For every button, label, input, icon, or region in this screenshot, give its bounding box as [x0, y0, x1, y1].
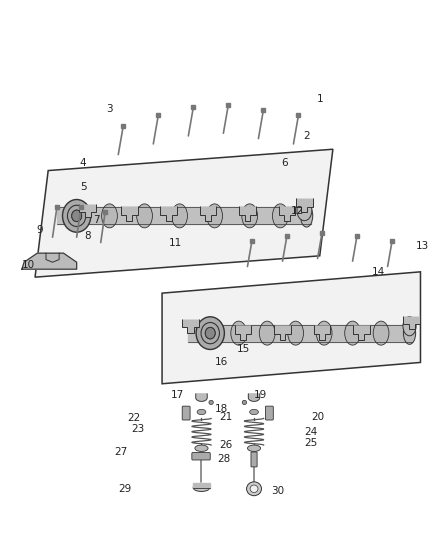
Ellipse shape [247, 482, 261, 496]
Ellipse shape [196, 317, 224, 350]
Text: 11: 11 [169, 238, 182, 247]
Text: 12: 12 [291, 206, 304, 215]
Text: 9: 9 [36, 225, 43, 235]
Text: 17: 17 [171, 391, 184, 400]
Polygon shape [121, 206, 138, 221]
Text: 30: 30 [272, 487, 285, 496]
Ellipse shape [197, 409, 206, 415]
Text: 10: 10 [22, 261, 35, 270]
Ellipse shape [316, 321, 332, 345]
Ellipse shape [373, 321, 389, 345]
Polygon shape [353, 325, 370, 340]
Polygon shape [196, 394, 207, 401]
Text: 7: 7 [93, 215, 100, 224]
Ellipse shape [63, 199, 91, 232]
Ellipse shape [195, 445, 208, 451]
Polygon shape [403, 316, 420, 329]
Polygon shape [296, 198, 313, 212]
Ellipse shape [172, 204, 187, 228]
Text: 16: 16 [215, 358, 228, 367]
Ellipse shape [345, 321, 360, 345]
Text: 27: 27 [114, 447, 127, 457]
Polygon shape [248, 394, 260, 401]
Text: 22: 22 [127, 414, 140, 423]
Ellipse shape [72, 210, 81, 222]
Polygon shape [193, 483, 210, 488]
Text: 5: 5 [80, 182, 87, 191]
Text: 23: 23 [131, 424, 145, 434]
Ellipse shape [300, 205, 313, 227]
Ellipse shape [242, 204, 258, 228]
Ellipse shape [137, 204, 152, 228]
Ellipse shape [242, 400, 247, 405]
Polygon shape [182, 319, 199, 333]
Ellipse shape [207, 204, 223, 228]
Text: 14: 14 [372, 267, 385, 277]
Polygon shape [79, 204, 96, 217]
Text: 29: 29 [118, 484, 131, 494]
Polygon shape [160, 206, 177, 221]
Text: 15: 15 [237, 344, 250, 354]
Polygon shape [314, 325, 330, 340]
Ellipse shape [250, 485, 258, 492]
Ellipse shape [272, 204, 288, 228]
Text: 1: 1 [316, 94, 323, 103]
Text: 8: 8 [84, 231, 91, 240]
Text: 25: 25 [304, 439, 318, 448]
Text: 18: 18 [215, 405, 228, 414]
Polygon shape [279, 206, 295, 221]
Polygon shape [57, 207, 311, 224]
Polygon shape [200, 206, 216, 221]
Text: 26: 26 [219, 440, 232, 450]
Text: 13: 13 [416, 241, 429, 251]
Ellipse shape [297, 200, 312, 221]
Polygon shape [274, 325, 291, 340]
Text: 19: 19 [254, 391, 267, 400]
Ellipse shape [102, 204, 117, 228]
Ellipse shape [403, 322, 416, 344]
FancyBboxPatch shape [182, 406, 190, 420]
Ellipse shape [231, 321, 247, 345]
Ellipse shape [288, 321, 304, 345]
FancyBboxPatch shape [192, 453, 210, 460]
Text: 28: 28 [217, 455, 230, 464]
Polygon shape [239, 206, 256, 221]
Ellipse shape [193, 484, 210, 491]
Text: 3: 3 [106, 104, 113, 114]
Text: 2: 2 [303, 131, 310, 141]
Polygon shape [235, 325, 251, 340]
Ellipse shape [250, 409, 258, 415]
Text: 6: 6 [281, 158, 288, 167]
Ellipse shape [403, 317, 416, 336]
FancyBboxPatch shape [265, 406, 273, 420]
Polygon shape [188, 325, 412, 342]
Ellipse shape [205, 327, 215, 339]
Ellipse shape [247, 445, 261, 451]
Polygon shape [22, 253, 77, 269]
Text: 21: 21 [219, 412, 232, 422]
Ellipse shape [259, 321, 275, 345]
Polygon shape [35, 149, 333, 277]
Text: 24: 24 [304, 427, 318, 437]
FancyBboxPatch shape [251, 452, 257, 467]
Ellipse shape [209, 400, 213, 405]
Polygon shape [162, 272, 420, 384]
Text: 20: 20 [311, 412, 324, 422]
Text: 4: 4 [80, 158, 87, 167]
